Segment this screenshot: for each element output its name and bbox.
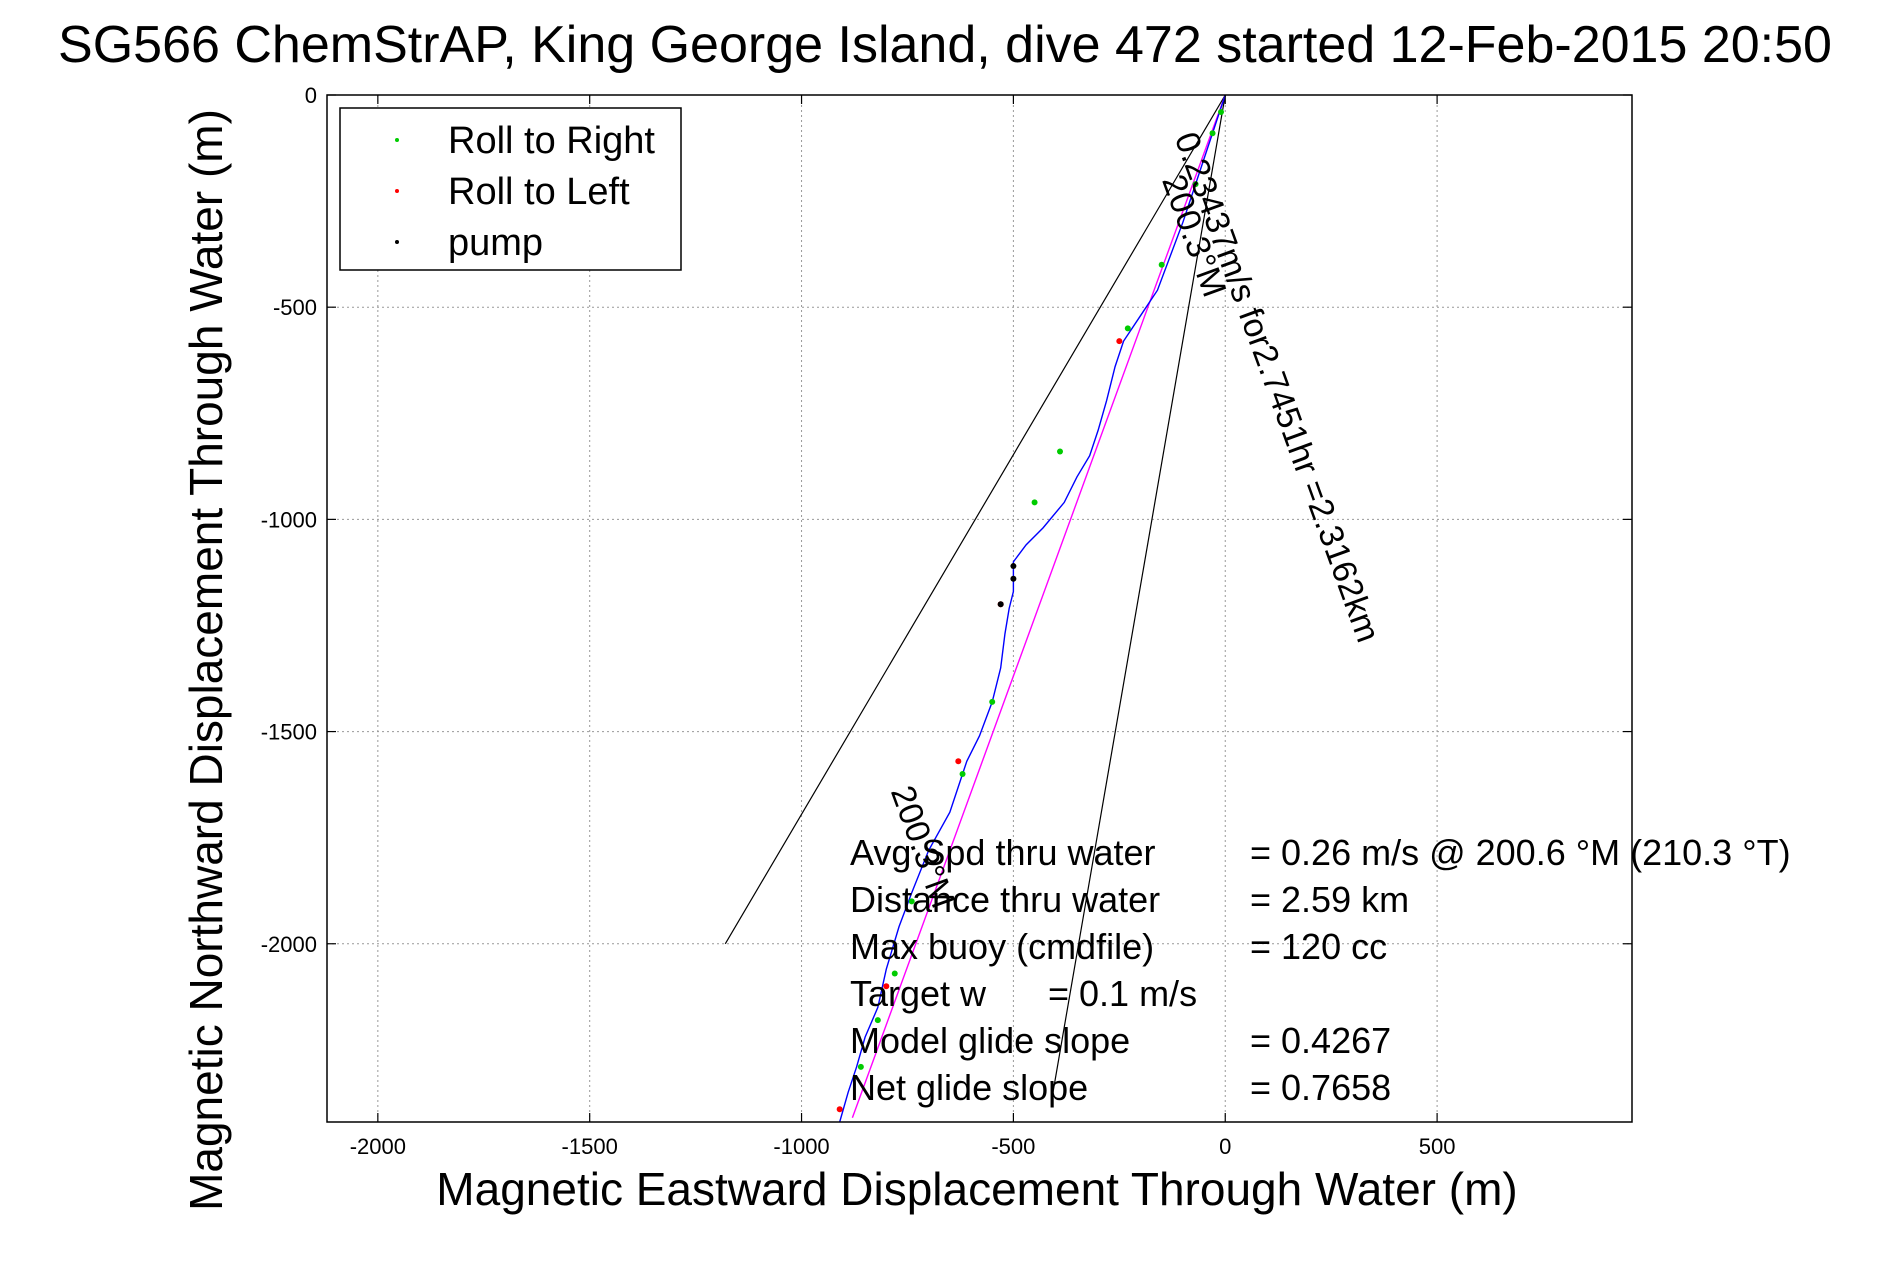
x-tick-label: -500 — [991, 1134, 1035, 1159]
legend-label-pump: pump — [448, 222, 543, 264]
stats-label: Max buoy (cmdfile) — [850, 926, 1154, 967]
x-axis-label: Magnetic Eastward Displacement Through W… — [436, 1163, 1517, 1215]
x-tick-label: -1000 — [773, 1134, 829, 1159]
pump-point — [1010, 563, 1017, 570]
stats-label: Distance thru water — [850, 879, 1160, 920]
legend-marker-roll-right — [395, 138, 399, 142]
stats-text-block: Avg Spd thru water = 0.26 m/s @ 200.6 °M … — [850, 832, 1791, 1108]
plot-frame — [326, 94, 1633, 1123]
roll-right-point — [959, 771, 966, 778]
legend-label-roll-left: Roll to Left — [448, 171, 630, 213]
x-tick-label: 500 — [1419, 1134, 1456, 1159]
stats-label: Avg Spd thru water — [850, 832, 1156, 873]
stats-value: = 2.59 km — [1250, 879, 1409, 920]
cone-line — [724, 94, 1226, 945]
stats-label: Model glide slope — [850, 1020, 1130, 1061]
legend: Roll to Right Roll to Left pump — [339, 107, 682, 271]
legend-marker-pump — [395, 240, 399, 244]
roll-right-point — [989, 698, 996, 705]
stats-value: = 0.7658 — [1250, 1067, 1391, 1108]
y-tick-label: -1000 — [261, 507, 317, 532]
roll-left-point — [883, 983, 890, 990]
legend-marker-roll-left — [395, 189, 399, 193]
y-tick-label: 0 — [305, 83, 317, 108]
axis-ticks: -2000 -1500 -1000 -500 0 500 0 -500 -1000 -1500 -2… — [261, 83, 1632, 1159]
stats-value: = 0.1 m/s — [1048, 973, 1197, 1014]
y-axis-label: Magnetic Northward Displacement Through … — [180, 109, 232, 1211]
roll-right-point — [1218, 108, 1225, 115]
stats-value: = 0.26 m/s @ 200.6 °M (210.3 °T) — [1250, 832, 1791, 873]
roll-right-point — [908, 898, 915, 905]
roll-right-point — [1192, 181, 1199, 188]
roll-left-point — [955, 758, 962, 765]
legend-label-roll-right: Roll to Right — [448, 120, 655, 162]
cone-line — [1050, 94, 1226, 1101]
roll-right-point — [1209, 130, 1216, 137]
roll-right-point — [1031, 499, 1038, 506]
roll-right-point — [1057, 448, 1064, 455]
stats-value: = 0.4267 — [1250, 1020, 1391, 1061]
x-tick-label: -2000 — [350, 1134, 406, 1159]
stats-label: Net glide slope — [850, 1067, 1088, 1108]
chart-title: SG566 ChemStrAP, King George Island, div… — [58, 16, 1832, 74]
marker-layer — [836, 108, 1225, 1113]
roll-right-point — [891, 970, 898, 977]
stats-label: Target w — [850, 973, 987, 1014]
pump-point — [1010, 575, 1017, 582]
y-tick-label: -2000 — [261, 932, 317, 957]
roll-right-point — [857, 1063, 864, 1070]
x-tick-label: -1500 — [562, 1134, 618, 1159]
dive-track-line — [839, 94, 1226, 1123]
roll-right-point — [874, 1017, 881, 1024]
pump-point — [997, 601, 1004, 608]
roll-right-point — [1158, 261, 1165, 268]
roll-right-point — [1124, 325, 1131, 332]
y-tick-label: -500 — [273, 295, 317, 320]
roll-left-point — [836, 1106, 843, 1113]
series-layer — [839, 94, 1226, 1123]
y-tick-label: -1500 — [261, 720, 317, 745]
x-tick-label: 0 — [1219, 1134, 1231, 1159]
stats-value: = 120 cc — [1250, 926, 1387, 967]
roll-left-point — [1116, 338, 1123, 345]
